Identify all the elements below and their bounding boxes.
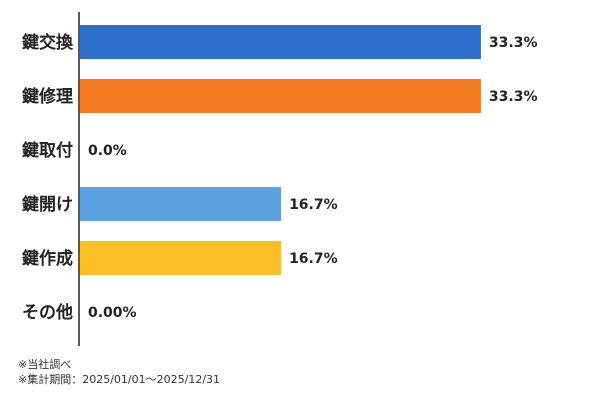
- value-label: 33.3%: [489, 35, 538, 51]
- value-label: 0.00%: [88, 305, 137, 321]
- footnote-source: ※当社調べ: [18, 358, 72, 371]
- category-label: 鍵開け: [22, 194, 73, 215]
- category-label: 鍵取付: [22, 140, 73, 161]
- bar: [80, 25, 481, 59]
- value-label: 16.7%: [289, 197, 338, 213]
- category-label: 鍵修理: [22, 86, 73, 107]
- bar-chart: 鍵交換 33.3% 鍵修理 33.3% 鍵取付 0.0% 鍵開け 16.7% 鍵作成 16.7% そ…: [22, 12, 538, 346]
- bar: [80, 187, 282, 221]
- footnote-period: ※集計期間：2025/01/01～2025/12/31: [18, 373, 221, 386]
- value-label: 16.7%: [289, 251, 338, 267]
- bar: [80, 241, 282, 275]
- value-label: 33.3%: [489, 89, 538, 105]
- bar: [80, 79, 481, 113]
- category-label: 鍵交換: [22, 32, 74, 53]
- category-label: 鍵作成: [22, 248, 73, 269]
- category-label: その他: [22, 302, 73, 323]
- value-label: 0.0%: [88, 143, 127, 159]
- footnotes: ※当社調べ ※集計期間：2025/01/01～2025/12/31: [18, 357, 220, 387]
